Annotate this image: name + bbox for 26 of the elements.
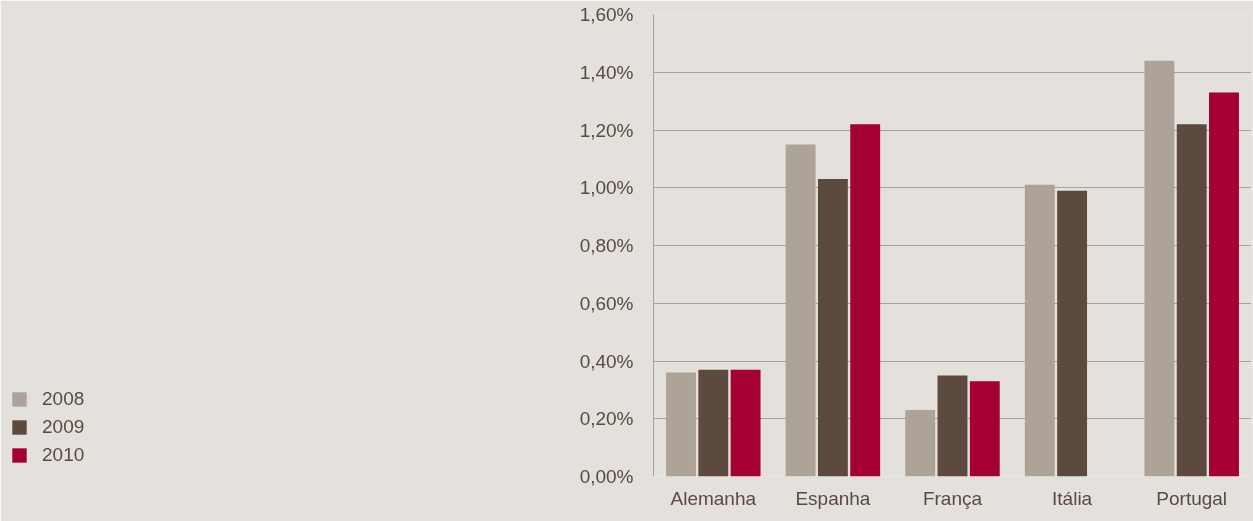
y-tick-label: 1,60% (579, 4, 634, 25)
bar (850, 124, 881, 477)
y-tick-label: 1,40% (579, 61, 634, 83)
bar (937, 375, 968, 477)
bar (1176, 124, 1207, 477)
x-tick-label: França (922, 487, 983, 509)
legend-label: 2009 (42, 416, 85, 438)
bar (698, 369, 729, 477)
bar (1209, 92, 1239, 477)
legend-label: 2008 (42, 388, 85, 410)
bar (1057, 190, 1088, 477)
bar (730, 369, 761, 477)
bar (969, 381, 1000, 477)
legend-label: 2010 (42, 444, 85, 466)
x-tick-label: Portugal (1156, 487, 1228, 509)
y-tick-label: 0,20% (579, 408, 634, 430)
x-tick-label: Alemanha (670, 487, 757, 509)
x-tick-label: Espanha (795, 487, 871, 509)
y-tick-label: 0,60% (579, 292, 634, 314)
y-tick-label: 1,00% (579, 177, 634, 199)
x-tick-label: Itália (1052, 487, 1093, 509)
y-tick-label: 0,00% (579, 466, 634, 487)
y-tick-label: 0,80% (579, 235, 634, 256)
y-tick-label: 1,20% (579, 119, 634, 141)
y-tick-label: 0,40% (579, 350, 634, 372)
bar (817, 179, 848, 477)
